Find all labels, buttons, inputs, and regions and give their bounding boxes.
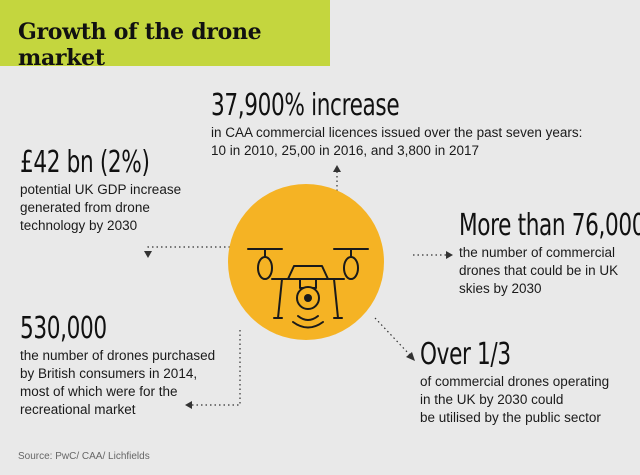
arrow-down-right bbox=[406, 352, 415, 361]
stat-public-sector: Over 1/3 of commercial drones operating … bbox=[420, 339, 609, 427]
stat-drones-uk-line: drones that could be in UK bbox=[459, 262, 640, 280]
stat-licences-desc: in CAA commercial licences issued over t… bbox=[211, 124, 582, 160]
stat-purchased: 530,000 the number of drones purchased b… bbox=[20, 313, 215, 419]
stat-purchased-line: most of which were for the bbox=[20, 383, 215, 401]
arrow-down bbox=[144, 251, 152, 258]
stat-purchased-line: the number of drones purchased bbox=[20, 347, 215, 365]
stat-purchased-line: by British consumers in 2014, bbox=[20, 365, 215, 383]
stat-licences: 37,900% increase in CAA commercial licen… bbox=[211, 90, 582, 160]
stat-gdp-desc: potential UK GDP increase generated from… bbox=[20, 181, 200, 235]
stat-drones-uk: More than 76,000 the number of commercia… bbox=[459, 210, 640, 298]
arrow-right bbox=[446, 251, 453, 259]
stat-purchased-headline: 530,000 bbox=[20, 313, 160, 345]
stat-gdp-line: potential UK GDP increase bbox=[20, 181, 200, 199]
stat-drones-uk-headline: More than 76,000 bbox=[459, 210, 640, 242]
source-note: Source: PwC/ CAA/ Lichfields bbox=[18, 451, 150, 462]
stat-drones-uk-line: the number of commercial bbox=[459, 244, 640, 262]
stat-licences-line: 10 in 2010, 25,00 in 2016, and 3,800 in … bbox=[211, 142, 582, 160]
stat-public-sector-desc: of commercial drones operating in the UK… bbox=[420, 373, 609, 427]
stat-licences-line: in CAA commercial licences issued over t… bbox=[211, 124, 582, 142]
stat-public-sector-headline: Over 1/3 bbox=[420, 339, 556, 371]
stat-licences-headline: 37,900% increase bbox=[211, 90, 478, 122]
stat-drones-uk-line: skies by 2030 bbox=[459, 280, 640, 298]
stat-gdp-line: generated from drone bbox=[20, 199, 200, 217]
drone-circle bbox=[228, 184, 384, 340]
stat-gdp-line: technology by 2030 bbox=[20, 217, 200, 235]
connector-public-sector bbox=[375, 318, 410, 355]
stat-gdp-headline: £42 bn (2%) bbox=[20, 147, 150, 179]
stat-purchased-desc: the number of drones purchased by Britis… bbox=[20, 347, 215, 419]
stat-public-sector-line: of commercial drones operating bbox=[420, 373, 609, 391]
stat-purchased-line: recreational market bbox=[20, 401, 215, 419]
stat-public-sector-line: be utilised by the public sector bbox=[420, 409, 609, 427]
connector-gdp bbox=[148, 247, 230, 250]
arrow-up bbox=[333, 165, 341, 172]
stat-public-sector-line: in the UK by 2030 could bbox=[420, 391, 609, 409]
stat-drones-uk-desc: the number of commercial drones that cou… bbox=[459, 244, 640, 298]
stat-gdp: £42 bn (2%) potential UK GDP increase ge… bbox=[20, 147, 200, 235]
